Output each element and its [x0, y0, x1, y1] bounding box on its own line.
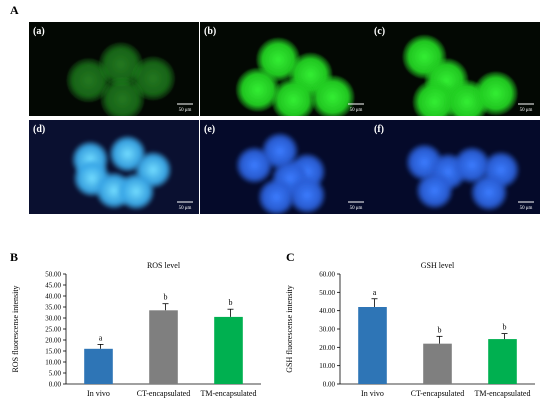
significance-letter: b	[503, 323, 507, 332]
significance-letter: b	[164, 293, 168, 302]
significance-letter: b	[438, 325, 442, 334]
significance-letter: b	[229, 298, 233, 307]
panel-label-b: B	[10, 250, 19, 264]
micrograph-e: (e) 50 μm	[200, 120, 370, 214]
bar	[214, 316, 243, 384]
y-tick-label: 30.00	[45, 315, 61, 323]
gsh-bar-chart: GSH level GSH fluorescense intensity 0.00 1…	[285, 261, 535, 398]
micrograph-label: (b)	[204, 26, 216, 37]
y-tick-label: 0.00	[49, 381, 62, 389]
micrograph-label: (e)	[204, 124, 215, 135]
oocyte-cell	[235, 146, 274, 184]
oocyte-cell	[271, 77, 316, 116]
oocyte-cell	[453, 146, 491, 184]
micrograph-a: (a) 50 μm	[29, 22, 199, 116]
category-label: CT-encapsulated	[137, 389, 190, 398]
category-label: CT-encapsulated	[411, 389, 464, 398]
y-tick-label: 10.00	[45, 359, 61, 367]
significance-letter: a	[99, 333, 103, 342]
bar	[488, 339, 517, 384]
chart-title: GSH level	[421, 261, 455, 270]
oocyte-cell	[415, 171, 454, 210]
scale-bar-label: 50 μm	[179, 108, 192, 113]
y-tick-label: 5.00	[49, 370, 62, 378]
chart-title: ROS level	[147, 261, 181, 270]
oocyte-cell	[257, 178, 296, 214]
micrograph-label: (d)	[33, 124, 45, 135]
oocyte-cell	[117, 172, 155, 211]
panel-label-a: A	[10, 3, 19, 17]
oocyte-cell	[235, 67, 280, 112]
micrograph-d: (d) 50 μm	[29, 120, 199, 214]
y-tick-label: 20.00	[45, 337, 61, 345]
y-tick-label: 50.00	[319, 289, 335, 297]
micrograph-c: (c) 50 μm	[370, 22, 540, 116]
oocyte-cell	[473, 71, 518, 116]
micrograph-label: (a)	[33, 26, 45, 37]
micrograph-f: (f) 50 μm	[370, 120, 540, 214]
y-axis-label: GSH fluorescense intensity	[285, 285, 294, 373]
oocyte-cell	[288, 176, 326, 214]
category-label: TM-encapsulated	[201, 389, 257, 398]
y-axis-label: ROS fluorescense intensity	[11, 285, 20, 372]
significance-letter: a	[373, 288, 377, 297]
y-tick-label: 15.00	[45, 348, 61, 356]
scale-bar-label: 50 μm	[350, 108, 363, 113]
y-tick-label: 45.00	[45, 282, 61, 290]
y-tick-label: 35.00	[45, 304, 61, 312]
y-tick-label: 0.00	[323, 381, 336, 389]
bar	[358, 307, 387, 384]
oocyte-cell	[310, 75, 355, 116]
scale-bar-label: 50 μm	[520, 206, 533, 211]
y-tick-label: 50.00	[45, 271, 61, 279]
y-tick-label: 20.00	[319, 344, 335, 352]
y-tick-label: 40.00	[45, 293, 61, 301]
micrograph-label: (c)	[374, 26, 385, 37]
y-tick-label: 30.00	[319, 326, 335, 334]
ros-bar-chart: ROS level ROS fluorescense intensity 0.00 5…	[11, 261, 261, 398]
y-tick-label: 40.00	[319, 307, 335, 315]
category-label: TM-encapsulated	[475, 389, 531, 398]
y-tick-label: 60.00	[319, 271, 335, 279]
bar	[84, 348, 113, 384]
oocyte-cell	[100, 76, 145, 116]
bar	[423, 343, 452, 384]
category-label: In vivo	[87, 389, 110, 398]
scale-bar-label: 50 μm	[179, 206, 192, 211]
micrograph-label: (f)	[374, 124, 384, 135]
oocyte-cell	[470, 173, 508, 212]
micrograph-b: (b) 50 μm	[200, 22, 370, 116]
scale-bar-label: 50 μm	[350, 206, 363, 211]
gsh-chart: GSH level GSH fluorescense intensity 0.00 1…	[280, 258, 550, 408]
panel-label-c: C	[286, 250, 295, 264]
category-label: In vivo	[361, 389, 384, 398]
y-tick-label: 10.00	[319, 362, 335, 370]
bar	[149, 310, 178, 384]
ros-chart: ROS level ROS fluorescense intensity 0.00 5…	[6, 258, 276, 408]
scale-bar-label: 50 μm	[520, 108, 533, 113]
y-tick-label: 25.00	[45, 326, 61, 334]
